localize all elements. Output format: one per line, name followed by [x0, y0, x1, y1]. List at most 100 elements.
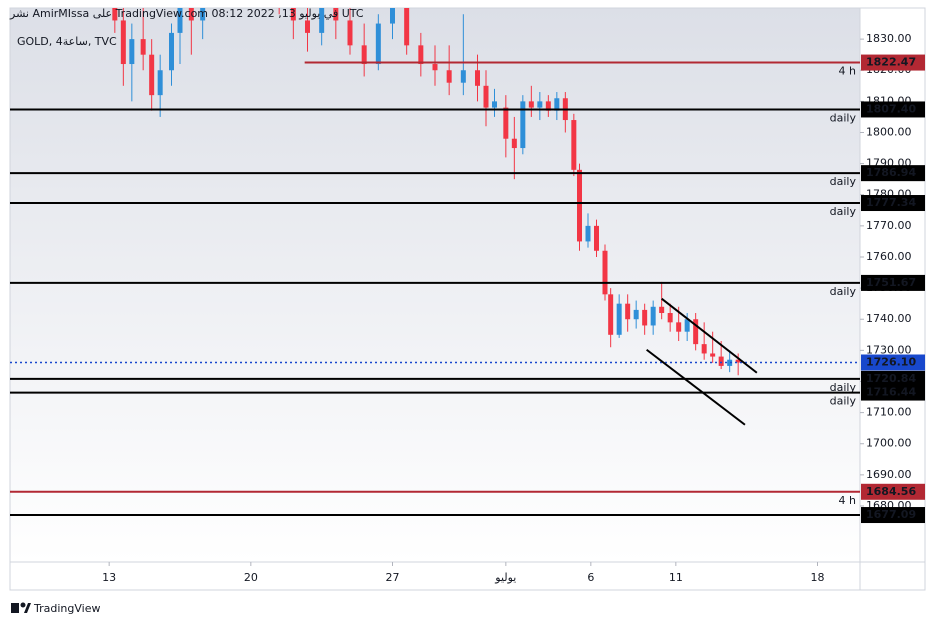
candle-body — [650, 306, 656, 326]
candle-body — [120, 20, 126, 65]
level-note: 4 h — [839, 65, 856, 78]
candle-body — [169, 32, 174, 71]
candle-body — [177, 8, 183, 33]
level-tag — [861, 195, 925, 212]
candle-body — [684, 319, 690, 332]
y-tick-label: 1760.00 — [866, 250, 912, 263]
x-tick-label: 11 — [669, 571, 683, 584]
candle-body — [608, 294, 614, 335]
candle-body — [503, 107, 509, 139]
grid — [108, 562, 818, 566]
candle-body — [554, 98, 560, 111]
candle-body — [659, 306, 665, 314]
plot — [112, 8, 741, 376]
candle-body — [701, 344, 707, 354]
level-tag — [861, 370, 925, 387]
candle-body — [475, 70, 480, 86]
candle-body — [545, 101, 551, 111]
x-tick-label: 20 — [244, 571, 258, 584]
candle-body — [418, 45, 424, 65]
candle-body — [676, 322, 682, 332]
level-tag-label: 1720.84 — [866, 372, 916, 385]
candle-body — [585, 225, 591, 242]
x-tick-label: 13 — [102, 571, 116, 584]
candle-body — [520, 101, 526, 149]
candle-body — [200, 8, 206, 21]
candle-body — [633, 309, 639, 320]
level-note: daily — [830, 381, 857, 394]
y-tick-label: 1690.00 — [866, 468, 912, 481]
symbol: GOLD, 4ساعة, TVC — [17, 35, 117, 48]
candle-body — [333, 8, 339, 21]
level-tag — [861, 165, 925, 182]
level-tag-label: 1777.34 — [866, 196, 916, 209]
level-tag-label: 1807.40 — [866, 102, 916, 115]
level-tag-label: 1786.94 — [866, 166, 916, 179]
y-tick-label: 1700.00 — [866, 437, 912, 450]
level-tag-label: 1677.09 — [866, 508, 916, 521]
x-tick-label: يوليو — [494, 571, 516, 584]
candle-body — [361, 45, 367, 65]
candle-body — [625, 303, 631, 320]
x-tick-label: 6 — [587, 571, 594, 584]
candle-body — [571, 120, 577, 170]
candle-body — [149, 54, 155, 96]
candle-body — [528, 101, 534, 108]
plot-background — [10, 8, 860, 562]
candle-body — [432, 64, 438, 71]
axes: 1680.001690.001700.001710.001720.001730.… — [10, 32, 925, 584]
y-tick-label: 1730.00 — [866, 343, 912, 356]
candle-body — [157, 70, 163, 96]
candle-body — [483, 85, 489, 108]
candle-body — [492, 101, 497, 108]
candle-body — [290, 8, 296, 21]
last-price-tag — [861, 354, 925, 371]
level-tag — [861, 274, 925, 291]
candle-body — [347, 20, 353, 46]
candle-body — [642, 309, 648, 326]
level-note: daily — [830, 111, 857, 124]
chart-frame — [9, 7, 926, 591]
candle-body — [577, 169, 582, 242]
level-note: daily — [830, 205, 857, 218]
y-tick-label: 1800.00 — [866, 125, 912, 138]
candle-body — [537, 101, 543, 108]
y-tick-label: 1740.00 — [866, 312, 912, 325]
candle-body — [602, 250, 608, 295]
candle-body — [735, 359, 741, 363]
level-tag-label: 1684.56 — [866, 485, 916, 498]
level-tag — [861, 483, 925, 500]
candle-body — [511, 138, 517, 149]
candle-body — [375, 23, 381, 65]
candle-body — [594, 225, 599, 251]
level-tag — [861, 54, 925, 71]
candle-body — [188, 8, 194, 21]
candle-body — [404, 8, 410, 46]
candle-body — [727, 359, 733, 366]
candle-body — [718, 356, 724, 366]
header: نشر AmirMIssa على TradingView.com في يول… — [9, 7, 364, 20]
trendline — [661, 297, 758, 374]
level-note: daily — [830, 395, 857, 408]
candle-body — [446, 70, 452, 83]
candle-body — [616, 303, 622, 335]
last-price-label: 1726.10 — [866, 355, 916, 368]
candle-body — [140, 39, 146, 55]
x-tick-label: 18 — [811, 571, 825, 584]
candle-body — [319, 8, 325, 33]
y-tick-label: 1710.00 — [866, 406, 912, 419]
logo — [11, 602, 31, 613]
x-tick-label: 27 — [386, 571, 400, 584]
level-tag — [861, 507, 925, 524]
level-tag — [861, 384, 925, 401]
level-note: 4 h — [839, 494, 856, 507]
y-tick-label: 1770.00 — [866, 219, 912, 232]
candle-body — [710, 353, 716, 357]
level-tag-label: 1716.44 — [866, 386, 916, 399]
level-tag-label: 1751.67 — [866, 276, 916, 289]
candle-body — [305, 20, 310, 33]
footer: TradingView — [33, 602, 100, 615]
candle-body — [112, 8, 118, 21]
